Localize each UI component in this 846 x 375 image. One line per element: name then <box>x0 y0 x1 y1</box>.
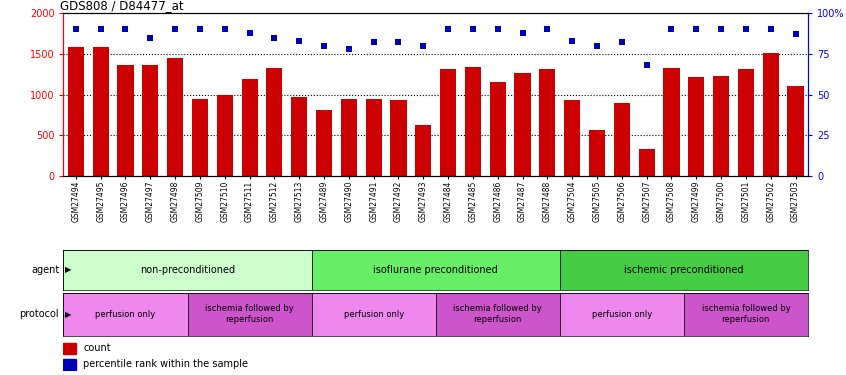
Bar <box>365 99 382 176</box>
Bar <box>436 292 560 336</box>
Bar <box>341 99 357 176</box>
Bar <box>684 292 808 336</box>
Point <box>788 32 802 38</box>
Bar <box>92 46 109 176</box>
Bar <box>192 99 208 176</box>
Bar <box>440 69 456 176</box>
Point <box>218 26 232 32</box>
Bar <box>564 100 580 176</box>
Point <box>293 38 306 44</box>
Bar <box>316 110 332 176</box>
Text: percentile rank within the sample: percentile rank within the sample <box>83 359 249 369</box>
Point <box>317 43 331 49</box>
Bar <box>514 74 530 176</box>
Bar <box>63 343 76 354</box>
Bar <box>311 292 436 336</box>
Bar <box>589 130 605 176</box>
Text: agent: agent <box>31 265 59 275</box>
Point <box>243 30 256 36</box>
Bar <box>63 358 76 370</box>
Text: non-preconditioned: non-preconditioned <box>140 265 235 275</box>
Bar <box>415 125 431 176</box>
Bar <box>738 69 754 176</box>
Text: ischemia followed by
reperfusion: ischemia followed by reperfusion <box>206 304 294 324</box>
Bar <box>560 292 684 336</box>
Text: ischemia followed by
reperfusion: ischemia followed by reperfusion <box>453 304 542 324</box>
Bar <box>167 58 184 176</box>
Point <box>516 30 530 36</box>
Bar <box>266 68 283 176</box>
Bar <box>68 46 84 176</box>
Bar <box>464 67 481 176</box>
Text: ▶: ▶ <box>65 266 72 274</box>
Bar <box>539 69 556 176</box>
Point <box>689 26 703 32</box>
Point <box>367 39 381 45</box>
Text: perfusion only: perfusion only <box>96 310 156 319</box>
Point <box>267 34 281 40</box>
Bar <box>390 100 407 176</box>
Text: protocol: protocol <box>19 309 59 319</box>
Text: ▶: ▶ <box>65 310 72 319</box>
Point <box>615 39 629 45</box>
Bar <box>688 77 705 176</box>
Text: perfusion only: perfusion only <box>343 310 404 319</box>
Point <box>491 26 504 32</box>
Bar <box>188 292 311 336</box>
Point <box>392 39 405 45</box>
Bar <box>490 82 506 176</box>
Point <box>69 26 83 32</box>
Point <box>565 38 579 44</box>
Text: ischemic preconditioned: ischemic preconditioned <box>624 265 744 275</box>
Point <box>342 46 355 52</box>
Bar <box>663 68 679 176</box>
Point <box>466 26 480 32</box>
Bar <box>241 79 258 176</box>
Text: isoflurane preconditioned: isoflurane preconditioned <box>373 265 498 275</box>
Point <box>739 26 753 32</box>
Text: perfusion only: perfusion only <box>591 310 652 319</box>
Point <box>144 34 157 40</box>
Point <box>118 26 132 32</box>
Bar <box>613 103 630 176</box>
Bar <box>63 292 188 336</box>
Text: ischemia followed by
reperfusion: ischemia followed by reperfusion <box>701 304 790 324</box>
Bar <box>713 76 729 176</box>
Point <box>541 26 554 32</box>
Point <box>640 62 653 68</box>
Bar <box>639 149 655 176</box>
Point <box>665 26 678 32</box>
Bar <box>291 97 307 176</box>
Bar <box>118 64 134 176</box>
Bar <box>142 64 158 176</box>
Point <box>193 26 206 32</box>
Text: count: count <box>83 343 111 353</box>
Point <box>168 26 182 32</box>
Point <box>591 43 604 49</box>
Point <box>442 26 455 32</box>
Text: GDS808 / D84477_at: GDS808 / D84477_at <box>60 0 184 12</box>
Point <box>416 43 430 49</box>
Bar <box>63 250 311 290</box>
Bar <box>311 250 560 290</box>
Point <box>94 26 107 32</box>
Point <box>714 26 728 32</box>
Bar <box>217 95 233 176</box>
Bar <box>560 250 808 290</box>
Bar <box>788 86 804 176</box>
Bar <box>762 53 779 176</box>
Point <box>764 26 777 32</box>
